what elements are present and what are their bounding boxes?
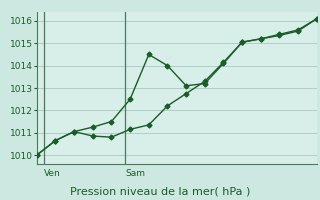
- Text: Sam: Sam: [125, 169, 146, 178]
- Text: Pression niveau de la mer( hPa ): Pression niveau de la mer( hPa ): [70, 186, 250, 196]
- Text: Ven: Ven: [44, 169, 60, 178]
